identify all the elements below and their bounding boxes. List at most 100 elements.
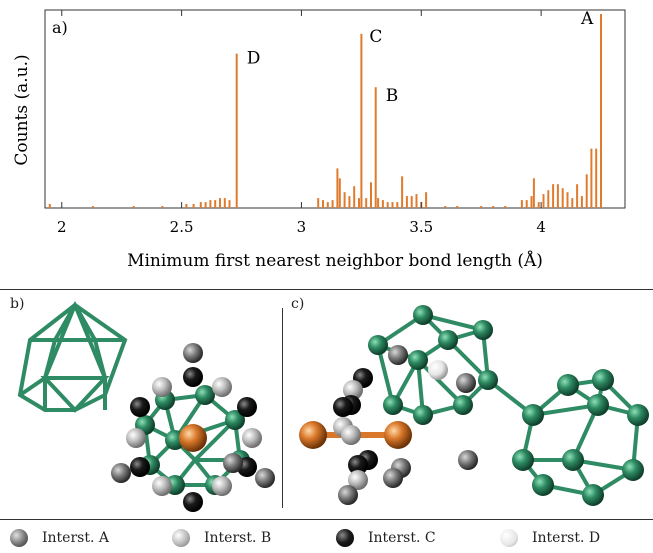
boron-atom bbox=[522, 404, 544, 426]
histogram-bar bbox=[374, 87, 377, 208]
interstitial-legend: Interst. A Interst. B Interst. C Interst… bbox=[0, 522, 653, 553]
boron-atom bbox=[413, 405, 433, 425]
interstitial-b-atom bbox=[341, 425, 361, 445]
boron-atom bbox=[438, 330, 458, 350]
histogram-bar bbox=[209, 200, 212, 208]
histogram-bar bbox=[326, 202, 329, 208]
histogram-bar bbox=[381, 200, 384, 208]
interstitial-c-atom bbox=[130, 457, 150, 477]
histogram-bar bbox=[48, 204, 51, 208]
boron-atom bbox=[622, 459, 644, 481]
interstitial-c-atom bbox=[183, 367, 203, 387]
histogram-bar bbox=[600, 14, 602, 208]
panel-c-atoms bbox=[299, 305, 649, 506]
histogram-bar bbox=[228, 200, 231, 208]
legend-swatch-interst-a bbox=[10, 529, 28, 547]
histogram-bar bbox=[386, 202, 389, 208]
y-axis-label: Counts (a.u.) bbox=[12, 54, 32, 165]
interstitial-a-atom bbox=[338, 485, 358, 505]
histogram-bar bbox=[192, 204, 195, 208]
histogram-bar bbox=[525, 200, 528, 208]
boron-atom bbox=[582, 484, 604, 506]
histogram-bar bbox=[590, 148, 593, 208]
legend-label-interst-c: Interst. C bbox=[368, 530, 436, 546]
histogram-bar bbox=[336, 168, 339, 208]
interstitial-a-atom bbox=[183, 343, 203, 363]
histogram-bar bbox=[331, 200, 334, 208]
panel-b-label: b) bbox=[10, 296, 25, 312]
histogram-bar bbox=[405, 196, 408, 208]
interstitial-c-atom bbox=[237, 397, 257, 417]
histogram-bar bbox=[425, 192, 428, 208]
histogram-bar bbox=[576, 184, 579, 208]
histogram-bar bbox=[91, 206, 94, 208]
interstitial-d-atom bbox=[428, 360, 448, 380]
panel-c-structure bbox=[299, 305, 649, 506]
boron-atom bbox=[592, 369, 614, 391]
interstitial-a-atom bbox=[458, 450, 478, 470]
histogram-bar bbox=[219, 198, 221, 208]
boron-atom bbox=[473, 320, 493, 340]
interstitial-b-atom bbox=[152, 377, 172, 397]
dopant-atom bbox=[384, 421, 412, 449]
histogram-bar bbox=[520, 200, 523, 208]
histogram-bar bbox=[410, 196, 413, 208]
interstitial-a-atom bbox=[383, 468, 403, 488]
histogram-bar bbox=[556, 184, 559, 208]
interstitial-b-atom bbox=[348, 470, 368, 490]
boron-atom bbox=[627, 404, 649, 426]
histogram-bar bbox=[552, 184, 555, 208]
interstitial-a-atom bbox=[111, 463, 131, 483]
legend-swatch-interst-d bbox=[500, 529, 518, 547]
histogram-bar bbox=[360, 33, 363, 208]
histogram-bar bbox=[542, 194, 545, 208]
histogram-bar bbox=[571, 198, 574, 208]
x-tick-label: 2 bbox=[57, 218, 67, 236]
boron-atom bbox=[512, 449, 534, 471]
top-divider bbox=[0, 289, 653, 290]
histogram-bar bbox=[480, 206, 483, 208]
boron-atom bbox=[557, 374, 579, 396]
histogram-bar bbox=[444, 206, 447, 208]
histogram-bar bbox=[377, 198, 380, 208]
boron-atom bbox=[225, 410, 245, 430]
legend-label-interst-a: Interst. A bbox=[42, 530, 109, 546]
x-tick-label: 3 bbox=[297, 218, 307, 236]
interstitial-b-atom bbox=[152, 476, 172, 496]
histogram-bar bbox=[580, 196, 583, 208]
histogram-bar bbox=[370, 182, 372, 208]
dopant-atom bbox=[299, 421, 327, 449]
boron-atom bbox=[562, 449, 584, 471]
interstitial-a-atom bbox=[388, 345, 408, 365]
boron-atom bbox=[532, 474, 554, 496]
histogram-bar bbox=[396, 202, 399, 208]
peak-annotations: A B C D bbox=[247, 9, 594, 106]
boron-atom bbox=[195, 385, 215, 405]
boron-atom bbox=[383, 395, 403, 415]
boron-atom bbox=[587, 394, 609, 416]
histogram-bar bbox=[235, 53, 238, 208]
histogram-bar bbox=[338, 178, 341, 208]
histogram-bar bbox=[322, 200, 324, 208]
x-tick-label: 3.5 bbox=[409, 218, 433, 236]
panel-b-structure bbox=[17, 300, 275, 512]
legend-label-interst-b: Interst. B bbox=[204, 530, 272, 546]
boron-icosahedron-left bbox=[17, 300, 128, 413]
peak-label-a: A bbox=[580, 9, 594, 29]
legend-label-interst-d: Interst. D bbox=[532, 530, 601, 546]
histogram-bar bbox=[214, 200, 217, 208]
histogram-bar bbox=[456, 206, 459, 208]
plot-frame bbox=[44, 9, 626, 209]
histogram-bar bbox=[204, 202, 207, 208]
interstitial-a-atom bbox=[456, 373, 476, 393]
histogram-bar bbox=[161, 206, 164, 208]
histogram-bar bbox=[532, 178, 535, 208]
histogram-bar bbox=[343, 192, 346, 208]
histogram-bar bbox=[530, 196, 533, 208]
histogram-bar bbox=[365, 198, 368, 208]
peak-label-d: D bbox=[247, 49, 261, 69]
histogram-bar bbox=[317, 198, 320, 208]
dopant-atom bbox=[179, 424, 207, 452]
right-cluster-atoms bbox=[111, 343, 275, 512]
interstitial-b-atom bbox=[242, 428, 262, 448]
